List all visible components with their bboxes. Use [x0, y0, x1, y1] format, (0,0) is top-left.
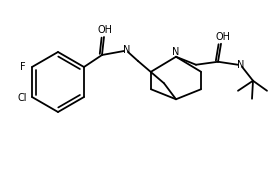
- Text: N: N: [123, 45, 131, 55]
- Text: OH: OH: [97, 25, 113, 35]
- Text: N: N: [172, 47, 180, 57]
- Text: Cl: Cl: [18, 93, 27, 103]
- Text: F: F: [20, 62, 26, 72]
- Text: N: N: [237, 60, 245, 70]
- Text: OH: OH: [216, 32, 230, 42]
